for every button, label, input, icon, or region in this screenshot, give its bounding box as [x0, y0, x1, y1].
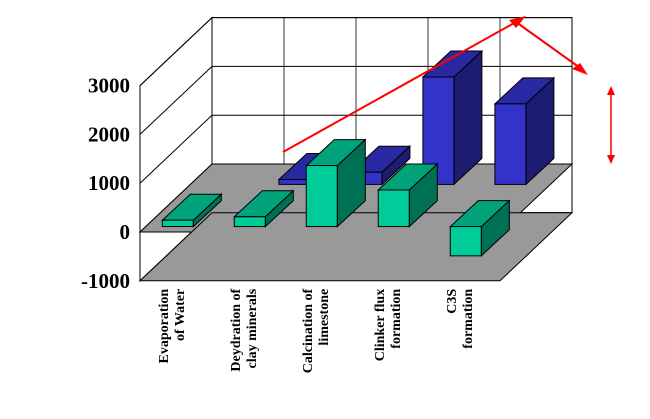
y-tick-label: 1000	[88, 171, 130, 195]
trend-line	[282, 21, 517, 153]
category-label-line: formation	[389, 289, 404, 349]
double-arrow-up	[607, 86, 615, 95]
category-label-3: Clinker flux formation	[373, 289, 404, 362]
trend-down-arrowhead	[572, 63, 588, 75]
y-tick-label: -1000	[81, 269, 130, 293]
category-labels: Evaporation of Water Deydration of clay min…	[157, 288, 476, 373]
trend-arrowhead	[509, 16, 526, 28]
y-tick-label: 2000	[88, 122, 130, 146]
bar-front	[278, 179, 311, 185]
category-label-2: Calcination of limestone	[301, 288, 332, 373]
bar-0-4	[449, 199, 511, 257]
double-arrow-down	[607, 155, 615, 164]
category-label-line: Deydration of	[229, 288, 244, 371]
annotations	[282, 16, 615, 164]
category-label-line: Clinker flux	[373, 289, 388, 361]
category-label-4: C3S formation	[445, 289, 476, 349]
bar-front	[449, 226, 482, 257]
bar-0-2	[305, 138, 367, 228]
y-tick-labels: -1000 0 1000 2000 3000	[81, 74, 130, 293]
category-label-line: Calcination of	[301, 288, 316, 373]
y-tick-label: 0	[120, 220, 131, 244]
bar-2-4	[493, 76, 556, 186]
bar-front	[305, 165, 338, 228]
trend-line-down	[515, 21, 584, 71]
category-label-line: formation	[461, 289, 476, 349]
y-tick-label: 3000	[88, 74, 130, 98]
bar-0-3	[377, 162, 439, 228]
bar-front	[233, 216, 266, 228]
bar-0-1	[233, 189, 295, 228]
category-label-line: of Water	[173, 289, 188, 341]
bars	[161, 49, 556, 257]
category-label-line: clay minerals	[245, 288, 260, 368]
bar-front	[494, 103, 527, 185]
bar-0-0	[161, 193, 223, 228]
category-label-0: Evaporation of Water	[157, 289, 188, 364]
bar-front	[377, 189, 410, 228]
bar-front	[161, 219, 194, 228]
category-label-line: Evaporation	[157, 289, 172, 364]
category-label-line: C3S	[445, 289, 460, 314]
category-label-1: Deydration of clay minerals	[229, 288, 260, 371]
gridline-4	[139, 17, 572, 86]
category-label-line: limestone	[317, 289, 332, 346]
